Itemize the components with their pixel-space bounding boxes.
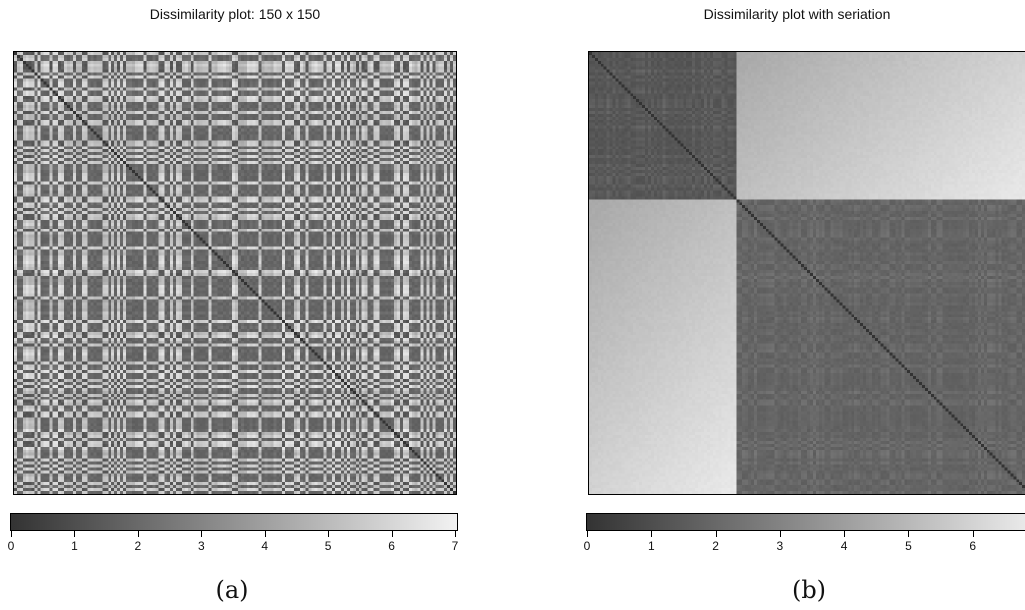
panel-caption: (b)	[791, 576, 827, 604]
colorbar-tick	[391, 531, 393, 537]
chart-panel-a: Dissimilarity plot: 150 x 150 0 1 2 3 4 5 6 7 (…	[0, 0, 512, 610]
colorbar-tick-label: 1	[647, 539, 655, 553]
colorbar-tick-label: 3	[776, 539, 784, 553]
colorbar-tick	[455, 531, 456, 537]
chart-title: Dissimilarity plot: 150 x 150	[149, 6, 321, 22]
panel-caption: (a)	[215, 576, 249, 604]
heatmap	[13, 51, 457, 495]
colorbar-tick	[74, 531, 76, 537]
colorbar-tick-label: 3	[197, 539, 205, 553]
colorbar-tick-label: 0	[7, 539, 15, 553]
colorbar-tick-label: 2	[712, 539, 719, 553]
heatmap-cells	[14, 52, 456, 494]
colorbar-tick	[587, 531, 588, 537]
chart-title: Dissimilarity plot with seriation	[703, 6, 891, 22]
colorbar-tick-label: 5	[905, 539, 912, 553]
heatmap	[588, 51, 1025, 495]
colorbar-tick-label: 0	[583, 539, 591, 553]
heatmap-cells	[589, 52, 1025, 494]
colorbar-tick	[908, 531, 910, 537]
colorbar-tick-label: 4	[261, 539, 269, 553]
chart-panel-b: Dissimilarity plot with seriation 0 1 2 3 4 5…	[512, 0, 1025, 610]
colorbar-tick	[972, 531, 974, 537]
colorbar-tick-label: 4	[840, 539, 848, 553]
colorbar-tick-label: 5	[324, 539, 332, 553]
colorbar-tick	[328, 531, 330, 537]
colorbar	[10, 513, 458, 531]
colorbar-tick-label: 6	[388, 539, 395, 553]
colorbar-tick	[264, 531, 266, 537]
colorbar	[586, 513, 1025, 531]
colorbar-tick	[137, 531, 139, 537]
colorbar-tick	[651, 531, 653, 537]
colorbar-tick-label: 2	[134, 539, 142, 553]
colorbar-tick	[779, 531, 781, 537]
colorbar-tick	[844, 531, 846, 537]
colorbar-tick-label: 6	[969, 539, 977, 553]
colorbar-tick-label: 1	[71, 539, 78, 553]
colorbar-tick	[715, 531, 717, 537]
colorbar-tick	[201, 531, 203, 537]
colorbar-tick	[11, 531, 12, 537]
colorbar-tick-label: 7	[451, 539, 459, 553]
